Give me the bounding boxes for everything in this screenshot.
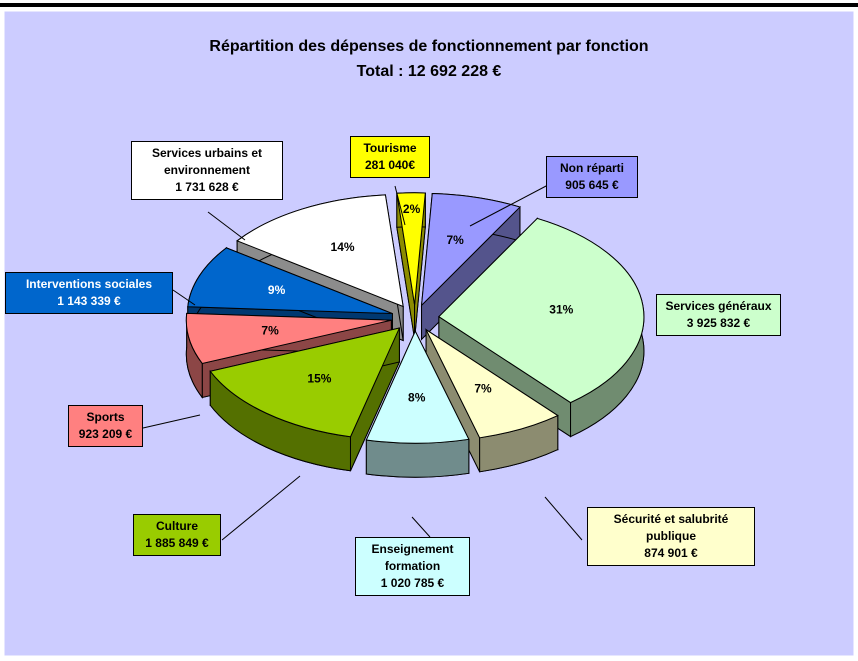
category-label: Non réparti 905 645 € — [546, 156, 638, 198]
percent-label: 8% — [408, 391, 426, 405]
top-bar — [0, 3, 858, 7]
slice — [187, 247, 393, 315]
leader-line — [469, 184, 549, 227]
percent-label: 9% — [268, 283, 286, 297]
leader-line — [207, 211, 246, 241]
value-label: 874 901 € — [644, 546, 698, 560]
value-label: 1 143 339 € — [57, 294, 121, 308]
value-label: 3 925 832 € — [686, 316, 751, 330]
value-label: 281 040€ — [364, 158, 416, 172]
category-name: Services urbains et environnement — [151, 146, 263, 177]
category-label: Enseignement formation 1 020 785 € — [355, 537, 470, 596]
slice — [185, 312, 392, 364]
slice-wall — [365, 438, 470, 478]
leader-line — [394, 185, 406, 226]
slice — [424, 328, 559, 439]
percent-label: 7% — [261, 324, 279, 338]
category-label: Services généraux 3 925 832 € — [656, 294, 781, 336]
percent-label: 7% — [474, 381, 492, 395]
category-label: Interventions sociales 1 143 339 € — [5, 272, 173, 314]
category-name: Tourisme — [363, 141, 417, 155]
category-name: Interventions sociales — [25, 277, 153, 291]
category-label: Culture 1 885 849 € — [133, 514, 221, 556]
category-name: Culture — [156, 519, 198, 533]
category-name: Sports — [86, 410, 125, 424]
chart-title: Répartition des dépenses de fonctionneme… — [209, 38, 649, 55]
leader-line — [172, 289, 196, 306]
category-label: Services urbains et environnement 1 731 6… — [131, 141, 283, 200]
category-name: Services généraux — [665, 299, 772, 313]
value-label: 1 731 628 € — [175, 180, 239, 194]
percent-label: 7% — [446, 233, 464, 247]
category-name: Enseignement formation — [371, 542, 454, 573]
category-label: Sports 923 209 € — [68, 405, 143, 447]
category-name: Sécurité et salubrité publique — [613, 512, 729, 543]
value-label: 923 209 € — [78, 427, 133, 441]
slice — [420, 192, 521, 307]
value-label: 1 885 849 € — [145, 536, 209, 550]
leader-line — [544, 496, 583, 541]
slice — [365, 330, 470, 444]
percent-label: 15% — [307, 371, 331, 385]
category-label: Tourisme 281 040€ — [350, 136, 430, 178]
slice — [438, 217, 645, 404]
leader-line — [221, 475, 301, 541]
leader-line — [411, 516, 431, 538]
percent-label: 2% — [403, 202, 421, 216]
leader-line — [142, 414, 201, 429]
category-label: Sécurité et salubrité publique 874 901 € — [587, 507, 755, 566]
value-label: 1 020 785 € — [380, 576, 445, 590]
value-label: 905 645 € — [565, 178, 619, 192]
percent-label: 31% — [549, 302, 573, 316]
category-name: Non réparti — [559, 161, 624, 175]
chart-subtitle: Total : 12 692 228 € — [356, 63, 502, 80]
slice — [236, 194, 404, 308]
percent-label: 14% — [331, 240, 355, 254]
slice — [209, 327, 401, 438]
